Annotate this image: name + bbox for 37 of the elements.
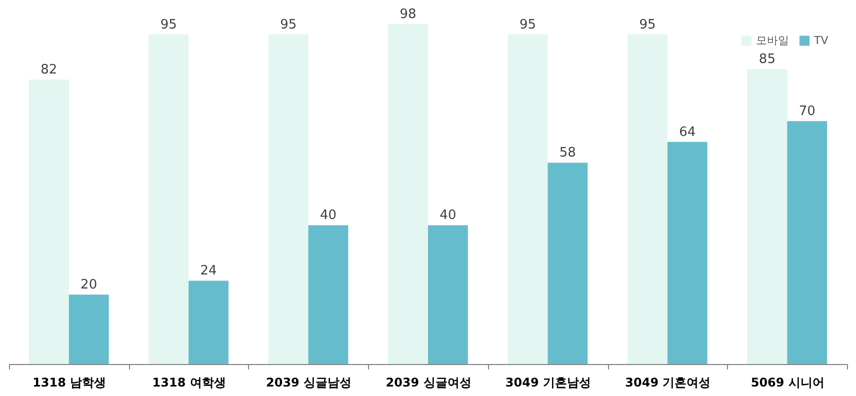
bar [667,142,708,364]
data-label: 95 [160,17,177,32]
bar [787,121,828,364]
legend-label: TV [813,34,829,47]
x-tick-label: 2039 싱글남성 [266,376,352,390]
bar [388,24,428,364]
data-label: 98 [400,6,416,22]
bar [268,34,308,364]
x-tick-label: 2039 싱글여성 [386,376,472,390]
data-label: 70 [798,104,816,120]
data-label: 40 [320,208,337,224]
bar [68,294,109,364]
data-label: 20 [80,278,98,293]
data-label: 95 [280,17,297,32]
bar [28,79,69,364]
x-tick-label: 3049 기혼남성 [505,376,592,390]
legend-label: 모바일 [756,34,789,47]
bar [148,34,189,364]
data-label: 40 [440,208,456,224]
bar [508,34,548,364]
bar [188,280,228,364]
x-tick-label: 5069 시니어 [750,376,824,390]
data-label: 95 [519,17,536,32]
bar [747,69,788,364]
data-label: 85 [758,52,776,68]
bar [428,225,468,364]
x-tick-label: 1318 여학생 [152,376,226,390]
data-label: 24 [200,264,217,279]
data-label: 64 [679,124,696,140]
data-label: 58 [559,146,576,161]
bar [628,34,668,364]
bar [548,162,588,364]
x-tick-label: 3049 기혼여성 [625,376,711,390]
data-label: 95 [639,17,656,32]
bar [308,225,348,364]
x-tick-label: 1318 남학생 [32,376,106,390]
data-label: 82 [40,62,58,78]
